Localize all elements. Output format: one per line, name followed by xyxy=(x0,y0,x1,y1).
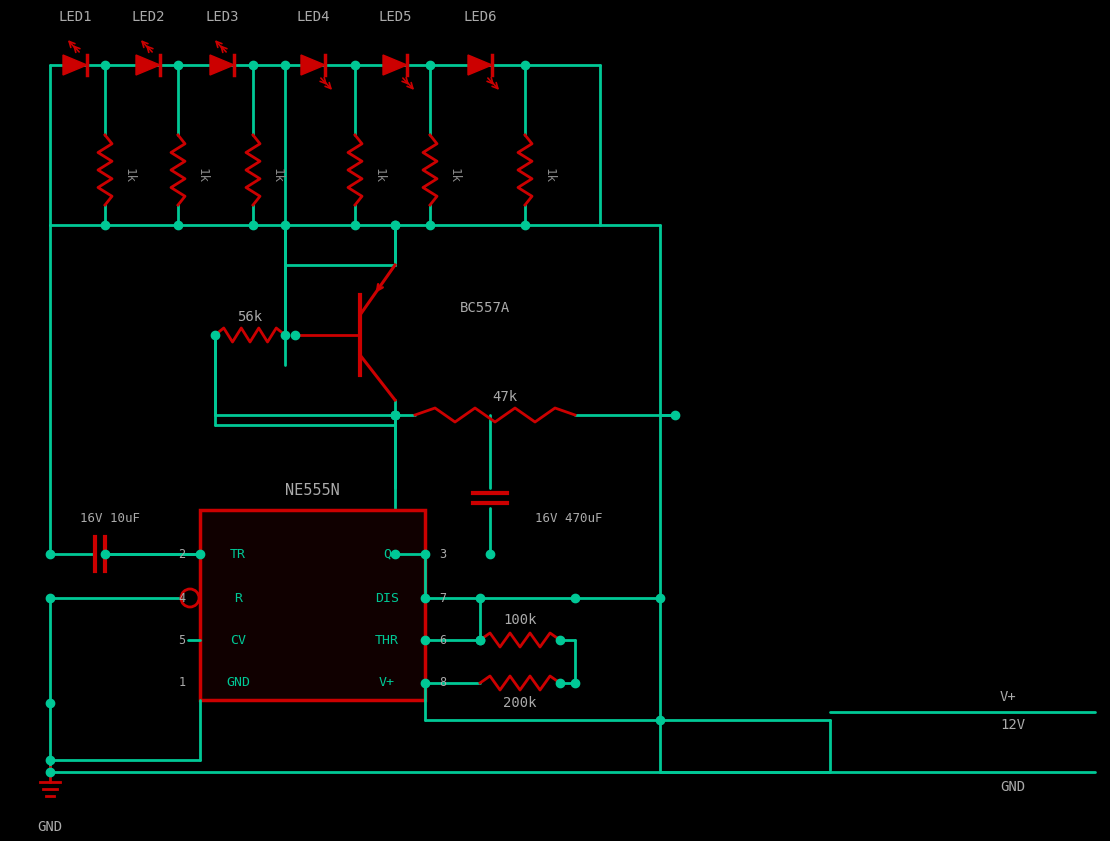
Text: 4: 4 xyxy=(179,591,185,605)
Text: 1: 1 xyxy=(179,676,185,690)
Text: NE555N: NE555N xyxy=(284,483,340,498)
Text: V+: V+ xyxy=(1000,690,1017,704)
Polygon shape xyxy=(383,55,407,75)
Text: 1k: 1k xyxy=(123,167,137,182)
Text: TR: TR xyxy=(230,547,246,560)
Text: 7: 7 xyxy=(440,591,446,605)
Text: LED2: LED2 xyxy=(131,10,164,24)
Text: 1k: 1k xyxy=(196,167,209,182)
Polygon shape xyxy=(137,55,160,75)
Polygon shape xyxy=(63,55,87,75)
Text: 200k: 200k xyxy=(503,696,537,710)
Text: THR: THR xyxy=(375,633,398,647)
Text: 6: 6 xyxy=(440,633,446,647)
Text: LED1: LED1 xyxy=(58,10,92,24)
Text: 3: 3 xyxy=(440,547,446,560)
Text: R: R xyxy=(234,591,242,605)
Text: DIS: DIS xyxy=(375,591,398,605)
Polygon shape xyxy=(301,55,325,75)
Text: 47k: 47k xyxy=(493,390,517,404)
Text: 100k: 100k xyxy=(503,613,537,627)
Text: 16V 10uF: 16V 10uF xyxy=(80,512,140,526)
Text: 1k: 1k xyxy=(373,167,386,182)
Text: V+: V+ xyxy=(379,676,395,690)
Text: 1k: 1k xyxy=(543,167,556,182)
FancyBboxPatch shape xyxy=(200,510,425,700)
Polygon shape xyxy=(210,55,234,75)
Text: 2: 2 xyxy=(179,547,185,560)
Text: CV: CV xyxy=(230,633,246,647)
Text: LED3: LED3 xyxy=(205,10,239,24)
Text: 1k: 1k xyxy=(271,167,284,182)
Text: GND: GND xyxy=(1000,780,1026,794)
Text: LED5: LED5 xyxy=(379,10,412,24)
Text: 56k: 56k xyxy=(238,310,263,324)
Text: 12V: 12V xyxy=(1000,718,1026,732)
Text: GND: GND xyxy=(38,820,62,834)
Text: BC557A: BC557A xyxy=(460,301,511,315)
Text: LED4: LED4 xyxy=(296,10,330,24)
Text: Q: Q xyxy=(383,547,391,560)
Text: 1k: 1k xyxy=(448,167,461,182)
Text: GND: GND xyxy=(226,676,250,690)
Text: 5: 5 xyxy=(179,633,185,647)
Polygon shape xyxy=(468,55,492,75)
Text: 16V 470uF: 16V 470uF xyxy=(535,511,603,525)
Text: 8: 8 xyxy=(440,676,446,690)
Text: LED6: LED6 xyxy=(463,10,497,24)
